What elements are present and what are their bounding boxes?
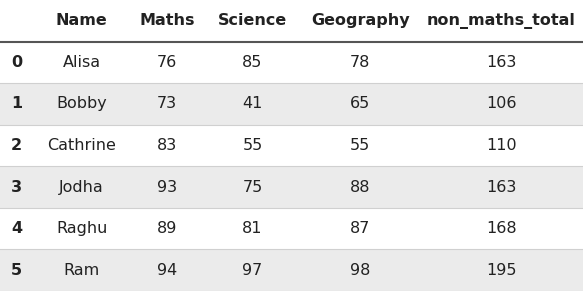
- Text: 195: 195: [486, 263, 517, 278]
- Text: 97: 97: [243, 263, 262, 278]
- Text: 76: 76: [157, 55, 177, 70]
- Text: 0: 0: [11, 55, 22, 70]
- Text: 87: 87: [350, 221, 370, 236]
- Text: 88: 88: [350, 180, 370, 195]
- Text: 163: 163: [486, 180, 517, 195]
- Text: 163: 163: [486, 55, 517, 70]
- Text: 94: 94: [157, 263, 177, 278]
- Text: Jodha: Jodha: [59, 180, 104, 195]
- Text: 85: 85: [243, 55, 263, 70]
- Text: 55: 55: [243, 138, 262, 153]
- Text: Ram: Ram: [64, 263, 100, 278]
- Text: 89: 89: [157, 221, 177, 236]
- Text: Bobby: Bobby: [57, 96, 107, 111]
- Bar: [0, 249, 583, 291]
- Text: 4: 4: [11, 221, 22, 236]
- Text: 106: 106: [486, 96, 517, 111]
- Text: non_maths_total: non_maths_total: [427, 13, 576, 29]
- Text: Alisa: Alisa: [62, 55, 101, 70]
- Text: 75: 75: [243, 180, 262, 195]
- Bar: [0, 42, 583, 83]
- Text: 73: 73: [157, 96, 177, 111]
- Text: Science: Science: [218, 13, 287, 28]
- Text: 81: 81: [243, 221, 263, 236]
- Text: 83: 83: [157, 138, 177, 153]
- Text: 110: 110: [486, 138, 517, 153]
- Bar: [0, 125, 583, 166]
- Text: 1: 1: [11, 96, 22, 111]
- Text: 55: 55: [350, 138, 370, 153]
- Text: Geography: Geography: [311, 13, 409, 28]
- Text: 168: 168: [486, 221, 517, 236]
- Bar: [0, 208, 583, 249]
- Text: Raghu: Raghu: [56, 221, 107, 236]
- Text: 2: 2: [11, 138, 22, 153]
- Bar: [0, 0, 583, 42]
- Text: Name: Name: [56, 13, 108, 28]
- Text: 3: 3: [11, 180, 22, 195]
- Bar: [0, 83, 583, 125]
- Text: Cathrine: Cathrine: [47, 138, 116, 153]
- Text: 41: 41: [243, 96, 263, 111]
- Text: 98: 98: [350, 263, 370, 278]
- Text: Maths: Maths: [139, 13, 195, 28]
- Text: 65: 65: [350, 96, 370, 111]
- Text: 78: 78: [350, 55, 370, 70]
- Bar: [0, 166, 583, 208]
- Text: 5: 5: [11, 263, 22, 278]
- Text: 93: 93: [157, 180, 177, 195]
